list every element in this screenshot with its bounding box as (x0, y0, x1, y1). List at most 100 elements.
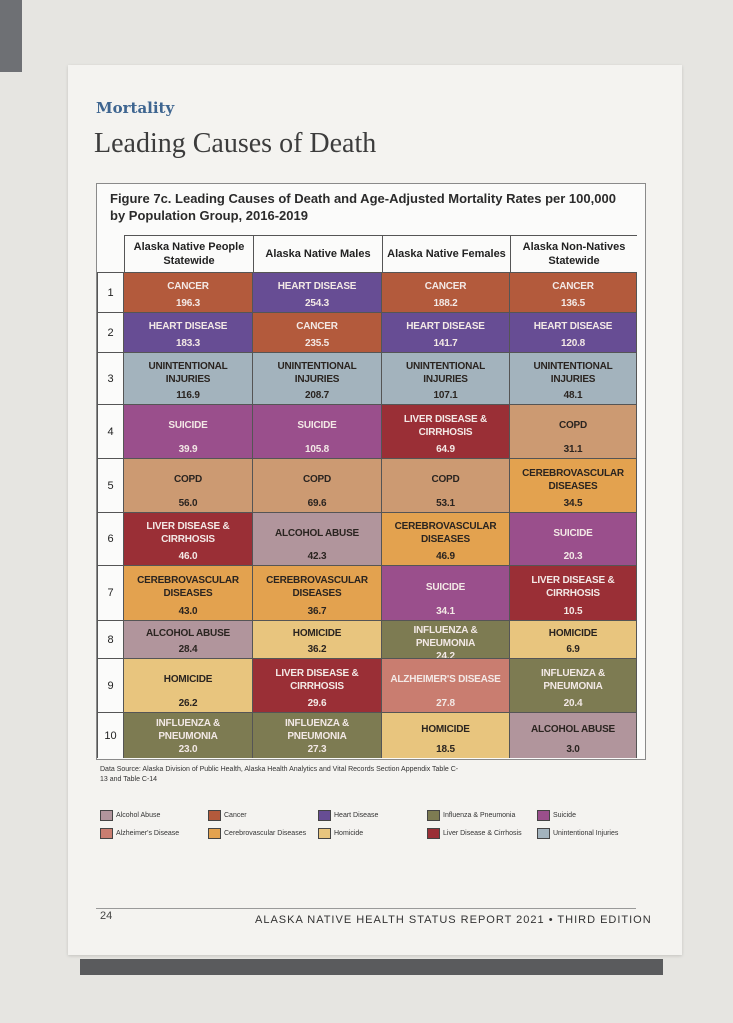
table-cell: UNINTENTIONAL INJURIES 116.9 (124, 352, 253, 404)
cause-label: ALZHEIMER'S DISEASE (390, 674, 501, 685)
cause-label: COPD (302, 474, 332, 485)
rank-cell: 8 (97, 620, 124, 658)
rate-value: 39.9 (178, 444, 198, 455)
rate-value: 46.9 (436, 551, 455, 562)
legend-swatch (427, 810, 440, 821)
table-cell: HEART DISEASE 254.3 (253, 272, 382, 312)
cause-label: HOMICIDE (421, 724, 470, 735)
cause-label: COPD (558, 420, 588, 431)
rate-value: 6.9 (566, 644, 580, 655)
rank-cell: 5 (97, 458, 124, 512)
legend-label: Cancer (224, 812, 247, 819)
legend-label: Cerebrovascular Diseases (224, 830, 307, 837)
table-cell: UNINTENTIONAL INJURIES 107.1 (382, 352, 510, 404)
cause-label: HEART DISEASE (533, 321, 613, 332)
cause-label: HOMICIDE (292, 628, 342, 639)
table-cell: INFLUENZA & PNEUMONIA 23.0 (124, 712, 253, 758)
table-cell: CEREBROVASCULAR DISEASES 43.0 (124, 565, 253, 620)
cause-label: LIVER DISEASE & CIRRHOSIS (531, 575, 615, 599)
table-cell: CANCER 188.2 (382, 272, 510, 312)
cause-label: LIVER DISEASE & CIRRHOSIS (403, 413, 488, 438)
rate-value: 188.2 (433, 298, 458, 309)
table-cell: ALZHEIMER'S DISEASE 27.8 (382, 658, 510, 712)
rate-value: 48.1 (563, 390, 583, 401)
table-cell: COPD 31.1 (510, 404, 637, 458)
cause-label: HOMICIDE (548, 628, 598, 639)
table-cell: ALCOHOL ABUSE 42.3 (253, 512, 382, 565)
table-cell: CANCER 136.5 (510, 272, 637, 312)
table-cell: LIVER DISEASE & CIRRHOSIS 10.5 (510, 565, 637, 620)
table-cell: LIVER DISEASE & CIRRHOSIS 29.6 (253, 658, 382, 712)
column-header: Alaska Native Females (382, 235, 510, 272)
table-cell: CANCER 196.3 (124, 272, 253, 312)
cause-label: UNINTENTIONAL INJURIES (277, 360, 357, 385)
rate-value: 18.5 (436, 744, 455, 755)
cause-label: CANCER (296, 321, 338, 332)
cause-label: CEREBROVASCULAR DISEASES (394, 521, 497, 545)
table-cell: CANCER 235.5 (253, 312, 382, 352)
cause-label: CEREBROVASCULAR DISEASES (266, 575, 368, 599)
page-number: 24 (100, 910, 113, 922)
table-cell: SUICIDE 105.8 (253, 404, 382, 458)
table-cell: CEREBROVASCULAR DISEASES 34.5 (510, 458, 637, 512)
table-cell: INFLUENZA & PNEUMONIA 27.3 (253, 712, 382, 758)
rate-value: 107.1 (433, 390, 458, 401)
rank-cell: 10 (97, 712, 124, 758)
column-header: Alaska Native Males (253, 235, 382, 272)
rate-value: 29.6 (307, 698, 327, 709)
cause-label: CEREBROVASCULAR DISEASES (137, 575, 239, 599)
column-header: Alaska Native People Statewide (124, 235, 253, 272)
legend-swatch (100, 828, 113, 839)
section-label: Mortality (96, 99, 175, 117)
table-cell: HOMICIDE 26.2 (124, 658, 253, 712)
legend-swatch (100, 810, 113, 821)
page-edge-bar (80, 959, 663, 975)
rank-cell: 1 (97, 272, 124, 312)
legend-item: Heart Disease (318, 810, 378, 821)
rank-cell: 9 (97, 658, 124, 712)
table-cell: HEART DISEASE 183.3 (124, 312, 253, 352)
cause-label: ALCOHOL ABUSE (530, 724, 616, 735)
cause-label: UNINTENTIONAL INJURIES (405, 360, 486, 385)
cause-label: ALCOHOL ABUSE (145, 628, 231, 639)
rate-value: 183.3 (175, 338, 201, 349)
cause-label: INFLUENZA & PNEUMONIA (540, 667, 606, 692)
table-cell: COPD 69.6 (253, 458, 382, 512)
rate-value: 141.7 (433, 338, 458, 349)
cause-label: INFLUENZA & PNEUMONIA (413, 625, 478, 649)
legend-swatch (318, 810, 331, 821)
cause-label: COPD (431, 474, 460, 485)
legend-label: Liver Disease & Cirrhosis (443, 830, 522, 837)
cause-label: CEREBROVASCULAR DISEASES (522, 467, 624, 492)
rate-value: 64.9 (436, 444, 455, 455)
legend-swatch (318, 828, 331, 839)
table-cell: HOMICIDE 6.9 (510, 620, 637, 658)
rate-value: 120.8 (560, 338, 586, 349)
cause-label: UNINTENTIONAL INJURIES (148, 360, 228, 385)
cause-label: CANCER (424, 281, 467, 292)
table-cell: SUICIDE 20.3 (510, 512, 637, 565)
rate-value: 56.0 (178, 498, 198, 509)
footer-text: ALASKA NATIVE HEALTH STATUS REPORT 2021 … (255, 914, 652, 926)
rank-cell: 3 (97, 352, 124, 404)
rate-value: 254.3 (304, 298, 330, 309)
cause-label: INFLUENZA & PNEUMONIA (155, 717, 221, 742)
cause-label: SUICIDE (168, 420, 208, 431)
legend-item: Alcohol Abuse (100, 810, 160, 821)
rate-value: 69.6 (307, 498, 327, 509)
legend-swatch (208, 810, 221, 821)
rate-value: 36.7 (307, 606, 327, 617)
rank-cell: 2 (97, 312, 124, 352)
table-cell: COPD 53.1 (382, 458, 510, 512)
rank-cell: 4 (97, 404, 124, 458)
legend-item: Unintentional Injuries (537, 828, 618, 839)
table-cell: INFLUENZA & PNEUMONIA 20.4 (510, 658, 637, 712)
legend-label: Homicide (334, 830, 364, 837)
rate-value: 27.8 (436, 698, 455, 709)
table-cell: INFLUENZA & PNEUMONIA 24.2 (382, 620, 510, 662)
rate-value: 34.1 (436, 606, 455, 617)
legend-label: Heart Disease (334, 812, 379, 819)
table-cell: HOMICIDE 36.2 (253, 620, 382, 658)
rate-value: 27.3 (307, 744, 327, 755)
